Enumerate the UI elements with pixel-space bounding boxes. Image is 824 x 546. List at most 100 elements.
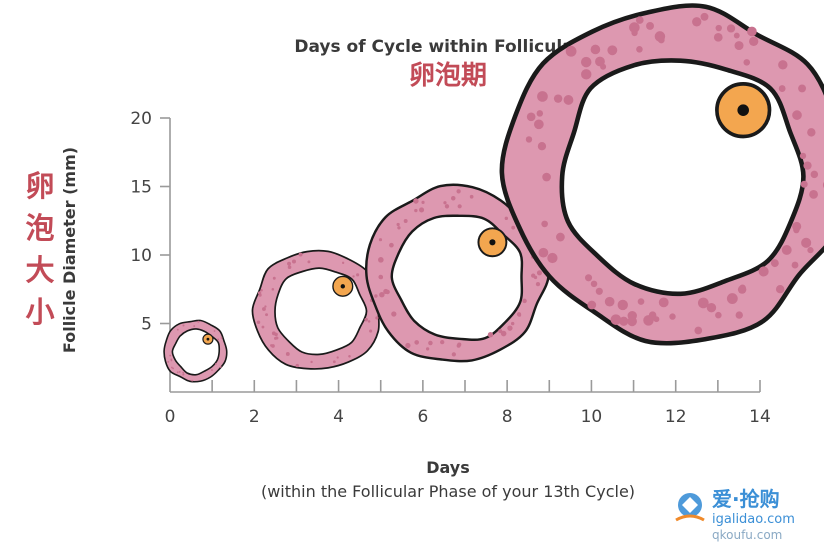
wall-speckle <box>451 352 456 357</box>
wall-speckle <box>285 352 290 356</box>
follicle-wall <box>251 249 381 370</box>
follicle-2 <box>251 249 381 370</box>
x-tick-label: 6 <box>417 407 428 427</box>
wall-speckle <box>170 359 173 362</box>
wall-speckle <box>369 329 373 333</box>
wall-speckle <box>456 189 461 194</box>
wall-speckle <box>807 247 814 254</box>
wall-speckle <box>743 59 751 66</box>
wall-speckle <box>533 275 538 280</box>
y-label-cn-char: 泡 <box>25 211 54 245</box>
wall-speckle <box>379 291 385 298</box>
watermark-main: 爱·抢购 <box>712 487 780 511</box>
y-label-cn-char: 大 <box>25 253 54 287</box>
wall-speckle <box>726 24 736 33</box>
wall-speckle <box>629 22 640 33</box>
wall-speckle <box>553 94 563 103</box>
wall-speckle <box>214 363 217 365</box>
y-tick-label: 20 <box>130 109 152 129</box>
wall-speckle <box>507 325 513 331</box>
wall-speckle <box>643 315 654 326</box>
y-label-cn-char: 小 <box>25 295 54 329</box>
wall-speckle <box>193 325 196 327</box>
wall-speckle <box>428 340 433 346</box>
wall-speckle <box>595 56 605 67</box>
wall-speckle <box>510 321 515 326</box>
wall-speckle <box>627 310 637 321</box>
wall-speckle <box>378 238 383 242</box>
wall-speckle <box>536 270 543 276</box>
wall-speckle <box>443 201 447 205</box>
wall-speckle <box>525 136 533 143</box>
wall-speckle <box>217 338 220 341</box>
watermark: 爱·抢购 igalidao.com qkoufu.com <box>668 487 824 546</box>
wall-speckle <box>535 282 541 287</box>
x-axis-sublabel: (within the Follicular Phase of your 13t… <box>261 482 635 501</box>
wall-speckle <box>781 245 792 255</box>
wall-speckle <box>669 313 676 320</box>
y-axis-ticks: 5 10 15 20 <box>130 109 170 335</box>
wall-speckle <box>517 313 522 317</box>
wall-speckle <box>295 363 299 368</box>
wall-speckle <box>457 204 462 209</box>
oocyte-nucleus <box>737 104 749 116</box>
wall-speckle <box>213 330 216 332</box>
wall-speckle <box>178 371 181 373</box>
follicle-1 <box>163 319 228 383</box>
wall-speckle <box>715 24 722 32</box>
wall-speckle <box>367 320 371 323</box>
wall-speckle <box>536 110 544 117</box>
follicle-wall <box>499 3 824 346</box>
wall-speckle <box>604 296 615 307</box>
wall-speckle <box>733 32 740 39</box>
wall-speckle <box>341 261 345 265</box>
follicle-4 <box>499 3 824 346</box>
wall-speckle <box>580 56 592 68</box>
oocyte-nucleus <box>489 239 496 246</box>
wall-speckle <box>584 274 593 282</box>
wall-speckle <box>271 331 276 336</box>
watermark-sub: qkoufu.com <box>712 528 782 542</box>
wall-speckle <box>617 299 628 311</box>
wall-speckle <box>792 221 802 231</box>
wall-speckle <box>469 194 474 199</box>
wall-speckle <box>556 232 565 242</box>
wall-speckle <box>798 84 807 93</box>
wall-speckle <box>534 119 544 130</box>
wall-speckle <box>590 44 601 55</box>
wall-speckle <box>425 347 430 351</box>
wall-speckle <box>735 311 743 319</box>
wall-speckle <box>378 274 384 280</box>
wall-speckle <box>803 161 812 170</box>
y-tick-label: 15 <box>130 178 152 198</box>
wall-speckle <box>770 259 779 268</box>
wall-speckle <box>610 314 622 325</box>
x-axis-ticks: 0 2 4 6 8 10 12 14 <box>165 380 771 427</box>
oocyte-nucleus <box>340 284 345 289</box>
wall-speckle <box>791 261 799 269</box>
wall-speckle <box>414 340 420 345</box>
wall-speckle <box>270 344 273 347</box>
wall-speckle <box>636 46 643 53</box>
wall-speckle <box>176 371 179 374</box>
x-tick-label: 10 <box>581 407 603 427</box>
wall-speckle <box>397 226 401 230</box>
wall-speckle <box>800 180 808 188</box>
wall-speckle <box>541 220 548 228</box>
wall-speckle <box>391 311 397 317</box>
wall-speckle <box>211 369 213 371</box>
wall-speckle <box>713 32 723 42</box>
wall-speckle <box>801 237 812 248</box>
wall-speckle <box>500 330 507 337</box>
wall-speckle <box>182 371 185 374</box>
wall-speckle <box>348 355 351 358</box>
wall-speckle <box>383 288 389 295</box>
wall-speckle <box>775 284 785 294</box>
wall-speckle <box>715 311 722 319</box>
wall-speckle <box>291 259 296 264</box>
wall-speckle <box>631 29 638 37</box>
wall-speckle <box>273 336 277 340</box>
wall-speckle <box>747 26 757 37</box>
wall-speckle <box>646 22 654 30</box>
oocyte-nucleus <box>206 337 210 341</box>
